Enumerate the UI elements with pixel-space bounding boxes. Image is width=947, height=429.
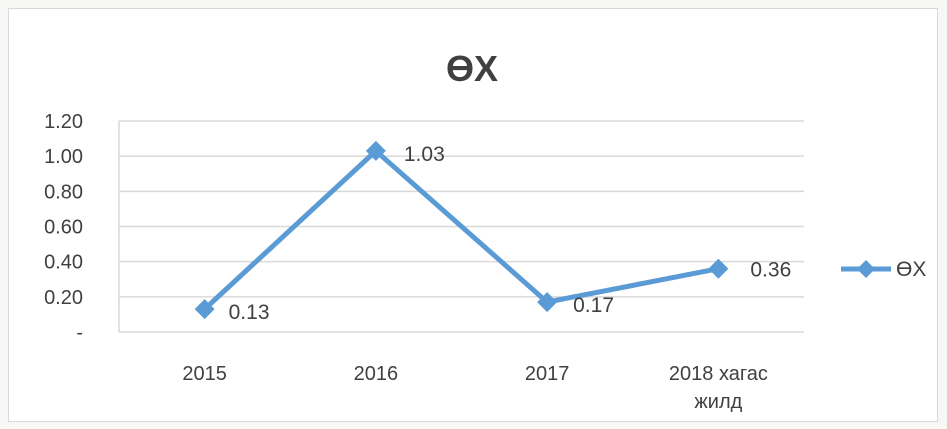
data-point-marker [194,299,215,320]
data-point-marker [365,140,386,161]
legend: ӨХ [841,258,926,281]
x-tick-label: 2016 [354,363,399,385]
y-tick-label: 0.40 [44,252,83,274]
chart-title: ӨХ [446,48,498,89]
y-tick-label: 1.20 [44,111,83,133]
x-tick-label: 2018 хагас жилд [669,363,768,413]
chart-frame: ӨХ -0.20 0.40 0.60 0.80 1.00 1.20 2015 2016 201… [8,8,938,422]
line-chart: ӨХ -0.200.400.600.801.001.20 2015 2016 201… [44,48,926,413]
data-label: 1.03 [404,143,445,166]
y-tick-label: - [76,322,83,344]
data-label: 0.17 [573,294,614,317]
series-line [202,148,719,311]
data-label: 0.36 [750,259,791,282]
x-tick-label: 2015 [182,363,227,385]
gridlines [118,120,804,333]
y-tick-label: 0.60 [44,217,83,239]
data-labels: 0.13 1.03 0.17 0.36 [229,143,792,324]
y-tick-label: 0.80 [44,181,83,203]
legend-marker-diamond [857,260,875,278]
x-tick-label: 2017 [525,363,570,385]
series-plot [194,140,729,320]
data-point-marker [537,292,558,313]
y-tick-label: 1.00 [44,146,83,168]
data-point-marker [708,258,729,279]
y-axis-ticks: - 0.20 0.40 0.60 0.80 1.00 1.20 [44,111,83,344]
y-tick-label: 0.20 [44,287,83,309]
data-label: 0.13 [229,301,270,324]
x-axis-ticks: 2015 2016 2017 2018 хагас жилд [182,363,767,413]
legend-label: ӨХ [896,258,926,281]
